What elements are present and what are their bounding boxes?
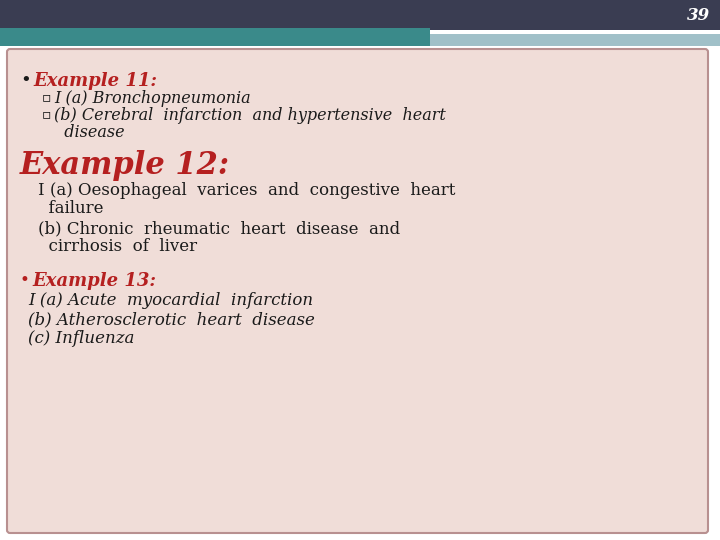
Text: (b) Atherosclerotic  heart  disease: (b) Atherosclerotic heart disease <box>28 311 315 328</box>
Text: (b) Cerebral  infarction  and hypertensive  heart: (b) Cerebral infarction and hypertensive… <box>54 107 446 124</box>
Text: Example 11:: Example 11: <box>33 72 157 90</box>
Text: ▫: ▫ <box>42 107 51 121</box>
Text: I (a) Bronchopneumonia: I (a) Bronchopneumonia <box>54 90 251 107</box>
Bar <box>0 0 720 30</box>
Text: I (a) Oesophageal  varices  and  congestive  heart: I (a) Oesophageal varices and congestive… <box>38 182 455 199</box>
FancyBboxPatch shape <box>7 49 708 533</box>
Text: Example 13:: Example 13: <box>32 272 156 290</box>
Text: (b) Chronic  rheumatic  heart  disease  and: (b) Chronic rheumatic heart disease and <box>38 220 400 237</box>
Bar <box>430 34 720 46</box>
Text: cirrhosis  of  liver: cirrhosis of liver <box>38 238 197 255</box>
Text: •: • <box>20 72 31 90</box>
Text: 39: 39 <box>687 8 710 24</box>
Text: (c) Influenza: (c) Influenza <box>28 330 135 347</box>
Bar <box>0 28 430 46</box>
Text: failure: failure <box>38 200 104 217</box>
Text: Example 12:: Example 12: <box>20 150 230 181</box>
Text: disease: disease <box>54 124 125 141</box>
Text: ▫: ▫ <box>42 90 51 104</box>
Text: •: • <box>20 272 30 289</box>
Text: I (a) Acute  myocardial  infarction: I (a) Acute myocardial infarction <box>28 292 313 309</box>
